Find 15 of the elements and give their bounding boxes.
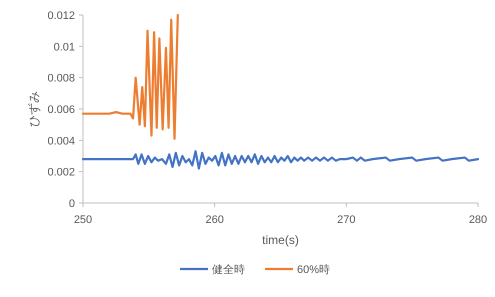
y-tick-label: 0 (68, 198, 75, 210)
x-tick-label: 270 (337, 214, 356, 226)
y-tick-label: 0.01 (54, 41, 75, 54)
x-axis-title: time(s) (262, 233, 299, 247)
y-tick-label: 0.008 (47, 72, 75, 85)
y-tick-label: 0.012 (47, 10, 75, 22)
y-tick-label: 0.006 (47, 104, 75, 116)
y-axis-title: ひずみ (27, 91, 41, 127)
legend-label: 60%時 (297, 263, 330, 276)
x-tick-label: 250 (74, 214, 92, 226)
x-tick-label: 260 (205, 214, 224, 226)
y-tick-label: 0.004 (47, 135, 75, 148)
x-tick-label: 280 (468, 214, 488, 226)
legend-label: 健全時 (212, 263, 245, 276)
y-tick-label: 0.002 (47, 166, 75, 179)
